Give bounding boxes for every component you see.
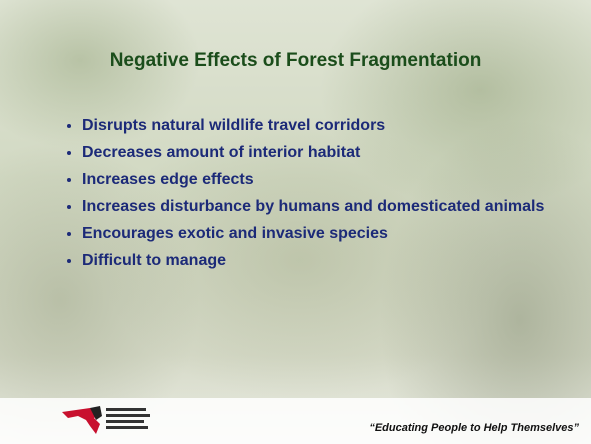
bullet: Decreases amount of interior habitat xyxy=(82,143,572,162)
bullet: Increases disturbance by humans and dome… xyxy=(82,197,572,216)
logo-text-lines xyxy=(106,408,150,429)
logo-map-dark xyxy=(90,406,102,420)
bullet: Increases edge effects xyxy=(82,170,572,189)
tagline: “Educating People to Help Themselves” xyxy=(369,422,579,434)
bullet: Disrupts natural wildlife travel corrido… xyxy=(82,116,572,135)
logo-map xyxy=(62,408,100,434)
bullet: Encourages exotic and invasive species xyxy=(82,224,572,243)
bullet-list: Disrupts natural wildlife travel corrido… xyxy=(62,116,572,278)
footer-band xyxy=(0,398,591,444)
logo xyxy=(62,406,150,434)
slide-title: Negative Effects of Forest Fragmentation xyxy=(109,50,482,71)
bullet: Difficult to manage xyxy=(82,251,572,270)
